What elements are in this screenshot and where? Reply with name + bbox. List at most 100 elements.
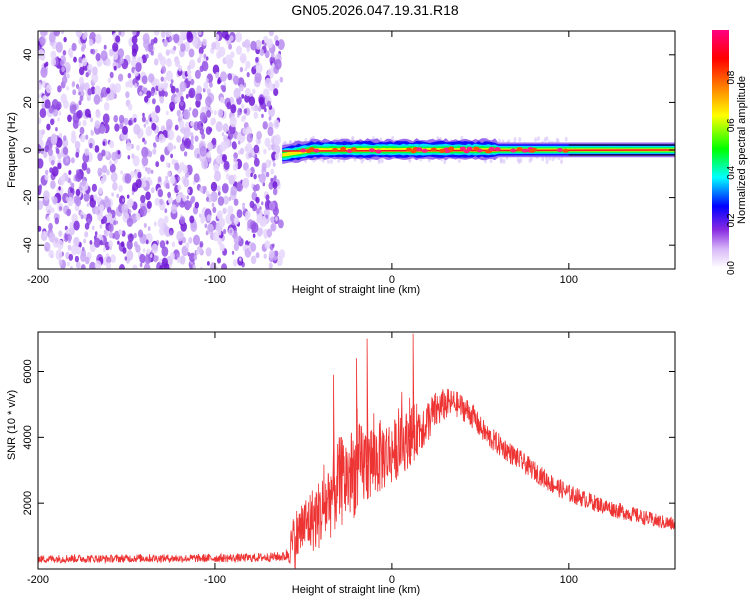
noise-blob	[106, 262, 112, 269]
noise-blob	[148, 73, 155, 83]
signal-hotspot	[529, 148, 536, 153]
haze-blob	[537, 136, 540, 142]
noise-blob	[245, 60, 251, 69]
noise-blob	[81, 42, 87, 50]
noise-blob	[89, 240, 93, 245]
snr-y-ticks: 2000 4000 6000	[22, 359, 675, 515]
noise-blob	[155, 78, 160, 86]
noise-blob	[231, 115, 235, 122]
noise-blob	[141, 156, 149, 167]
noise-blob	[154, 91, 157, 96]
noise-blob	[173, 145, 176, 150]
noise-blob	[157, 83, 164, 92]
noise-blob	[185, 242, 190, 249]
y-tick-label: 2000	[22, 491, 34, 515]
noise-blob	[232, 142, 237, 150]
noise-blob	[51, 166, 59, 177]
noise-blob	[226, 101, 232, 110]
noise-blob	[62, 50, 67, 56]
x-tick-label: -200	[27, 574, 49, 586]
noise-blob	[127, 79, 134, 88]
noise-blob	[117, 240, 120, 245]
noise-blob	[268, 201, 276, 211]
noise-blob	[153, 143, 157, 149]
haze-blob	[391, 135, 395, 141]
haze-blob	[489, 158, 493, 164]
noise-blob	[206, 196, 209, 202]
noise-blob	[268, 262, 273, 269]
noise-blob	[245, 87, 251, 97]
x-tick-label: -100	[204, 274, 226, 286]
noise-blob	[206, 151, 211, 159]
haze-blob	[513, 137, 517, 142]
noise-blob	[151, 243, 159, 254]
noise-blob	[38, 225, 42, 232]
noise-blob	[147, 226, 151, 231]
haze-blob	[330, 158, 333, 164]
noise-blob	[48, 222, 53, 231]
noise-blob	[44, 144, 50, 153]
noise-blob	[142, 33, 150, 44]
noise-blob	[50, 118, 55, 126]
noise-blob	[159, 96, 165, 104]
noise-blob	[233, 216, 239, 225]
noise-blob	[246, 47, 250, 53]
noise-blob	[253, 144, 260, 154]
noise-blob	[224, 33, 230, 41]
noise-blob	[119, 264, 125, 269]
noise-blob	[169, 36, 173, 42]
noise-blob	[197, 31, 202, 36]
signal-hotspot	[340, 146, 347, 151]
noise-blob	[39, 36, 46, 46]
noise-blob	[108, 240, 113, 248]
noise-blob	[188, 237, 193, 244]
noise-blob	[65, 196, 69, 202]
noise-blob	[233, 235, 240, 245]
noise-blob	[93, 94, 101, 105]
noise-blob	[221, 183, 229, 194]
noise-blob	[91, 183, 97, 192]
noise-blob	[131, 58, 137, 68]
noise-blob	[203, 53, 207, 59]
signal-hotspot	[510, 148, 517, 153]
noise-blob	[210, 118, 216, 126]
noise-blob	[233, 157, 237, 163]
noise-blob	[228, 43, 233, 50]
noise-blob	[132, 31, 137, 36]
noise-blob	[102, 216, 108, 224]
noise-blob	[199, 213, 202, 218]
noise-blob	[223, 134, 228, 142]
noise-blob	[159, 226, 165, 236]
noise-blob	[248, 96, 256, 106]
noise-blob	[218, 46, 226, 57]
noise-blob	[193, 254, 198, 261]
noise-blob	[180, 43, 186, 52]
noise-blob	[267, 126, 274, 137]
noise-blob	[87, 88, 92, 96]
noise-blob	[70, 157, 75, 164]
noise-blob	[80, 264, 86, 269]
noise-blob	[275, 40, 280, 47]
noise-blob	[239, 66, 244, 73]
noise-blob	[161, 65, 167, 74]
noise-blob	[121, 203, 129, 215]
noise-blob	[91, 225, 95, 231]
noise-blob	[102, 113, 110, 124]
noise-blob	[253, 157, 260, 167]
noise-blob	[272, 162, 276, 167]
noise-blob	[180, 128, 183, 133]
signal-hotspot	[410, 149, 417, 154]
noise-blob	[83, 238, 87, 244]
noise-blob	[195, 93, 201, 101]
noise-blob	[225, 54, 232, 65]
noise-blob	[38, 45, 41, 51]
noise-blob	[193, 173, 200, 183]
noise-blob	[128, 103, 133, 111]
noise-blob	[270, 222, 277, 232]
noise-blob	[103, 247, 106, 252]
noise-blob	[57, 162, 62, 170]
noise-blob	[217, 79, 221, 85]
noise-blob	[132, 155, 140, 167]
noise-blob	[160, 76, 164, 82]
noise-blob	[207, 141, 214, 151]
